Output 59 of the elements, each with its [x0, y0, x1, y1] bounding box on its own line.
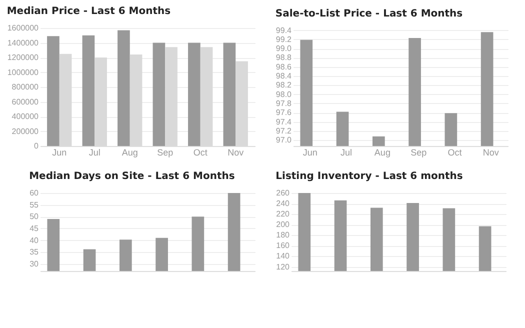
y-tick-label: 200 [276, 220, 290, 230]
bar [152, 42, 166, 146]
x-tick-label: Jul [340, 148, 352, 158]
y-tick-label: 99.2 [276, 34, 292, 44]
y-tick-label: 98.0 [276, 90, 292, 99]
y-tick-label: 220 [276, 210, 290, 219]
y-tick-label: 99.0 [276, 44, 292, 54]
chart-title: Median Days on Site - Last 6 Months [29, 171, 235, 182]
y-tick-label: 1400000 [7, 38, 40, 48]
x-tick-label: Aug [374, 148, 390, 158]
chart-title: Sale-to-List Price - Last 6 Months [275, 8, 463, 20]
y-tick-label: 120 [276, 262, 290, 272]
y-tick-label: 50 [30, 212, 40, 222]
x-tick-label: Jun [52, 148, 67, 158]
bar [47, 36, 60, 146]
chart-title: Median Price - Last 6 Months [6, 6, 171, 17]
x-tick-label: Nov [228, 148, 244, 158]
y-tick-label: 40 [30, 236, 40, 245]
chart-title: Listing Inventory - Last 6 months [276, 171, 463, 182]
y-tick-label: 55 [30, 200, 40, 210]
y-tick-label: 180 [276, 230, 290, 240]
y-tick-label: 400000 [12, 112, 40, 121]
y-tick-label: 1000000 [7, 68, 40, 77]
y-tick-label: 140 [276, 252, 290, 261]
y-tick-label: 200000 [12, 126, 40, 136]
y-tick-label: 98.6 [276, 62, 292, 72]
y-tick-label: 1200000 [7, 53, 40, 62]
x-tick-label: Nov [482, 148, 500, 158]
bar [118, 30, 130, 146]
y-tick-label: 260 [276, 188, 290, 198]
y-tick-label: 240 [276, 199, 290, 208]
y-tick-label: 98.4 [276, 72, 292, 81]
y-tick-label: 99.4 [276, 26, 292, 35]
x-tick-label: Jun [302, 148, 318, 158]
y-tick-label: 60 [30, 188, 40, 198]
x-tick-label: Oct [448, 148, 462, 158]
y-tick-label: 160 [276, 241, 290, 250]
y-tick-label: 800000 [12, 82, 40, 92]
y-tick-label: 35 [30, 248, 40, 257]
y-tick-label: 0 [34, 142, 40, 150]
y-tick-label: 45 [30, 224, 40, 233]
x-tick-label: Aug [122, 148, 138, 158]
y-tick-label: 97.2 [276, 126, 292, 136]
y-tick-label: 97.8 [276, 98, 292, 108]
y-tick-label: 97.6 [276, 108, 292, 118]
y-tick-label: 97.4 [276, 117, 292, 126]
x-tick-label: Jul [88, 148, 100, 158]
y-tick-label: 600000 [12, 97, 40, 106]
x-tick-label: Oct [193, 148, 208, 158]
y-tick-label: 98.8 [276, 53, 292, 62]
y-tick-label: 1600000 [7, 24, 40, 32]
y-tick-label: 30 [30, 259, 40, 268]
bar [223, 42, 236, 146]
y-tick-label: 97.0 [276, 136, 292, 145]
bar [188, 42, 200, 146]
y-tick-label: 98.2 [276, 80, 292, 90]
x-tick-label: Sep [157, 148, 174, 158]
bar [82, 35, 95, 146]
x-tick-label: Sep [410, 148, 427, 158]
